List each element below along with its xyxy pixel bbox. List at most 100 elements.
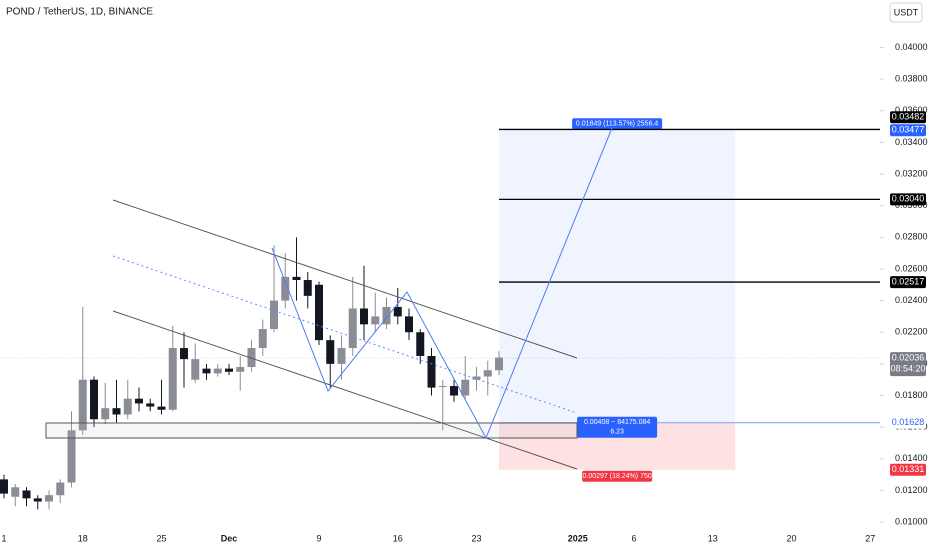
candle-body bbox=[483, 370, 492, 377]
y-tick-label: 0.02600 bbox=[895, 263, 928, 273]
price-tag: 0.01628 bbox=[892, 417, 925, 427]
support-zone bbox=[45, 422, 578, 439]
price-tag: 0.03040 bbox=[892, 194, 925, 204]
x-tick-label: 2025 bbox=[568, 533, 588, 543]
drawings bbox=[45, 127, 613, 470]
candle-body bbox=[450, 386, 458, 396]
candle-body bbox=[0, 479, 8, 494]
y-tick-label: 0.01800 bbox=[895, 390, 928, 400]
candle-body bbox=[168, 348, 177, 410]
price-tag: 0.03482 bbox=[892, 112, 925, 122]
candle-body bbox=[247, 348, 256, 368]
currency[interactable]: USDT bbox=[894, 7, 919, 17]
x-tick-label: 6 bbox=[631, 533, 636, 543]
candle-body bbox=[67, 430, 76, 483]
candle-body bbox=[123, 398, 132, 415]
x-tick-label: 1 bbox=[1, 533, 6, 543]
candle-body bbox=[225, 368, 233, 372]
price-tag-box bbox=[890, 111, 926, 124]
x-tick-label: 9 bbox=[316, 533, 321, 543]
target-zone bbox=[499, 130, 736, 423]
candle-body bbox=[416, 332, 425, 356]
price-tag-box bbox=[890, 352, 926, 377]
y-tick-label: 0.03600 bbox=[895, 105, 928, 115]
chart-title: POND / TetherUS, 1D, BINANCE bbox=[6, 7, 153, 18]
zigzag-path bbox=[271, 127, 613, 440]
y-tick-label: 0.03200 bbox=[895, 168, 928, 178]
price-tag: 0.03477 bbox=[892, 125, 925, 135]
price-tag-box bbox=[890, 416, 926, 429]
candle-body bbox=[146, 403, 155, 407]
x-tick-label: 23 bbox=[471, 533, 481, 543]
x-tick-label: 25 bbox=[156, 533, 166, 543]
y-tick-label: 0.03800 bbox=[895, 73, 928, 83]
y-tick-label: 0.01200 bbox=[895, 485, 928, 495]
candle-body bbox=[371, 316, 380, 325]
candle-body bbox=[191, 359, 200, 380]
x-tick-label: 16 bbox=[393, 533, 403, 543]
price-tag: 0.02036 bbox=[892, 353, 925, 363]
y-tick-label: 0.02200 bbox=[895, 327, 928, 337]
candle-body bbox=[472, 376, 481, 380]
price-tag: 0.02517 bbox=[892, 276, 925, 286]
target-label: 0.01849 (113.57%) 2556.4 bbox=[576, 121, 658, 128]
target-label-box bbox=[572, 118, 663, 130]
candle-body bbox=[22, 490, 31, 499]
candle-body bbox=[236, 367, 245, 372]
y-tick-label: 0.03400 bbox=[895, 137, 928, 147]
candle-body bbox=[45, 495, 53, 502]
candle-body bbox=[90, 379, 98, 420]
candle-body bbox=[405, 316, 413, 333]
stop-label-box bbox=[582, 470, 653, 482]
y-tick-label: 0.02800 bbox=[895, 232, 928, 242]
candle-body bbox=[393, 306, 402, 317]
candle-body bbox=[315, 284, 323, 341]
candle-body bbox=[360, 308, 368, 325]
candle-body bbox=[112, 408, 121, 415]
x-tick-label: Dec bbox=[221, 533, 238, 543]
price-tag: 0.01331 bbox=[892, 464, 925, 474]
x-tick-label: 27 bbox=[865, 533, 875, 543]
candle-body bbox=[213, 368, 222, 374]
currency-box[interactable] bbox=[889, 2, 923, 23]
price-tag-countdown: 08:54:20 bbox=[890, 364, 925, 374]
channel-upper bbox=[112, 199, 578, 359]
y-tick-label: 0.02400 bbox=[895, 295, 928, 305]
candle-body bbox=[461, 379, 470, 396]
candle-body bbox=[281, 276, 290, 301]
candle-body bbox=[438, 386, 447, 388]
x-tick-label: 18 bbox=[78, 533, 88, 543]
candle-body bbox=[78, 379, 87, 431]
candle-body bbox=[180, 348, 188, 360]
stop-label: 0.00297 (18.24%) 750 bbox=[582, 473, 651, 480]
price-tag-box bbox=[890, 463, 926, 476]
y-tick-label: 0.01400 bbox=[895, 453, 928, 463]
candle-body bbox=[202, 368, 211, 374]
candle-body bbox=[337, 348, 346, 364]
candle-body bbox=[135, 398, 143, 404]
candle-body bbox=[303, 280, 312, 296]
entry-label: 0.00408 − 84175.084 bbox=[584, 419, 650, 426]
candle-body bbox=[326, 340, 335, 364]
candle-body bbox=[101, 408, 110, 420]
channel-middle bbox=[112, 255, 578, 414]
candle-body bbox=[258, 329, 267, 349]
x-tick-label: 20 bbox=[786, 533, 796, 543]
entry-sublabel: 6.23 bbox=[610, 429, 624, 436]
y-tick-label: 0.01000 bbox=[895, 516, 928, 526]
price-tag-box bbox=[890, 193, 926, 206]
candle-body bbox=[56, 482, 65, 496]
x-tick-label: 13 bbox=[708, 533, 718, 543]
candle-body bbox=[427, 355, 436, 388]
entry-label-box bbox=[577, 416, 658, 438]
candle-body bbox=[495, 357, 503, 371]
candle-body bbox=[292, 276, 301, 281]
candle-body bbox=[11, 487, 20, 497]
y-tick-label: 0.04000 bbox=[895, 42, 928, 52]
candle-body bbox=[270, 300, 278, 330]
candle-body bbox=[33, 498, 42, 502]
channel-lower bbox=[112, 310, 578, 470]
candle-body bbox=[348, 308, 357, 349]
price-tag-box bbox=[890, 276, 926, 289]
